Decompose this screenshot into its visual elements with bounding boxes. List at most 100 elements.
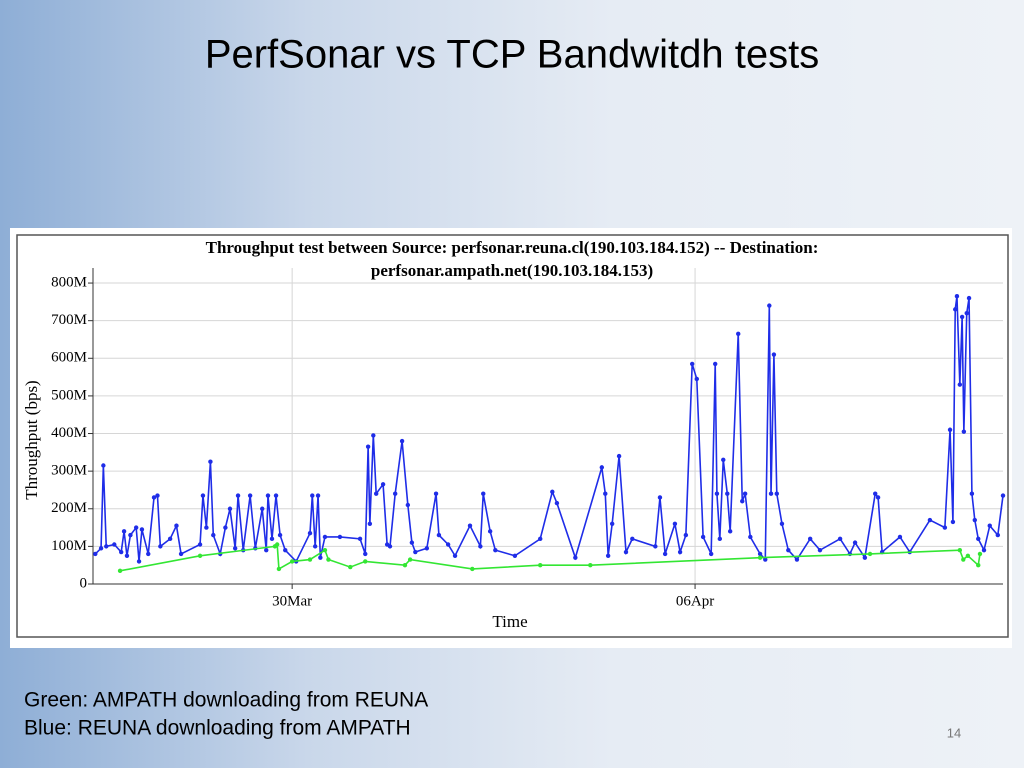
point: [972, 517, 977, 523]
point: [452, 553, 458, 558]
point: [235, 493, 241, 498]
chart-frame: [10, 228, 1012, 648]
point: [653, 544, 658, 549]
point: [794, 557, 800, 562]
y-tick-label: 500M: [51, 387, 87, 403]
point: [387, 544, 393, 549]
slide-title: PerfSonar vs TCP Bandwitdh tests: [205, 33, 819, 77]
point: [953, 307, 958, 312]
point: [550, 489, 555, 495]
point: [786, 547, 791, 553]
point: [875, 495, 881, 500]
point: [942, 525, 948, 530]
point: [392, 491, 398, 496]
point: [763, 557, 768, 562]
point: [307, 557, 313, 562]
point: [630, 536, 635, 542]
point: [307, 531, 313, 536]
y-tick-label: 300M: [51, 463, 87, 479]
point: [223, 525, 228, 530]
point: [927, 517, 933, 523]
point: [677, 549, 683, 555]
slide-note: Blue: REUNA downloading from AMPATH: [24, 717, 411, 740]
point: [969, 491, 975, 496]
chart-title: Throughput test between Source: perfsona…: [206, 238, 819, 257]
point: [964, 310, 969, 316]
point: [322, 534, 328, 540]
point: [136, 559, 142, 564]
point: [273, 493, 279, 498]
point: [158, 544, 163, 549]
point: [487, 529, 493, 534]
point: [694, 376, 699, 382]
y-tick-label: 400M: [51, 425, 87, 441]
point: [98, 546, 104, 551]
point: [363, 559, 368, 564]
point: [683, 532, 689, 538]
point: [981, 547, 987, 553]
point: [493, 547, 498, 553]
point: [837, 536, 843, 542]
point: [139, 527, 145, 532]
point: [326, 557, 331, 562]
point: [672, 521, 678, 527]
point: [318, 555, 323, 560]
point: [337, 534, 343, 540]
point: [977, 551, 983, 557]
point: [605, 553, 611, 558]
point: [269, 536, 275, 542]
point: [950, 519, 956, 525]
point: [959, 314, 965, 320]
point: [413, 549, 418, 555]
point: [623, 549, 629, 555]
point: [603, 491, 608, 496]
chart-title: perfsonar.ampath.net(190.103.184.153): [371, 261, 653, 280]
chart-border: [16, 234, 1009, 638]
point: [481, 491, 486, 496]
y-tick-label: 800M: [51, 274, 87, 290]
point: [405, 502, 411, 508]
point: [662, 551, 668, 557]
point: [966, 295, 972, 301]
point: [315, 493, 321, 498]
point: [976, 536, 981, 542]
point: [200, 493, 206, 498]
point: [277, 532, 283, 538]
point: [112, 542, 117, 547]
page-number: 14: [947, 725, 961, 740]
point: [897, 534, 903, 540]
point: [867, 551, 873, 557]
point: [995, 532, 1001, 538]
x-tick-label: 06Apr: [676, 593, 714, 609]
point: [264, 547, 269, 553]
point: [538, 562, 543, 568]
point: [987, 523, 992, 528]
point: [852, 540, 858, 545]
point: [774, 491, 779, 496]
point: [616, 453, 622, 459]
point: [151, 495, 157, 500]
point: [771, 352, 777, 357]
y-tick-label: 100M: [51, 538, 87, 554]
point: [380, 482, 386, 487]
point: [954, 294, 960, 299]
point: [402, 562, 408, 568]
point: [961, 429, 967, 434]
point: [265, 493, 271, 498]
point: [965, 553, 971, 558]
point: [276, 566, 282, 572]
point: [133, 525, 139, 530]
point: [211, 532, 216, 538]
y-tick-label: 700M: [51, 312, 87, 328]
point: [128, 532, 133, 538]
point: [119, 549, 124, 555]
point: [779, 521, 785, 527]
point: [247, 493, 253, 498]
point: [155, 493, 160, 498]
y-tick-label: 200M: [51, 500, 87, 516]
x-axis-label: Time: [492, 612, 527, 631]
point: [433, 491, 439, 496]
point: [204, 525, 209, 530]
point: [470, 566, 475, 572]
